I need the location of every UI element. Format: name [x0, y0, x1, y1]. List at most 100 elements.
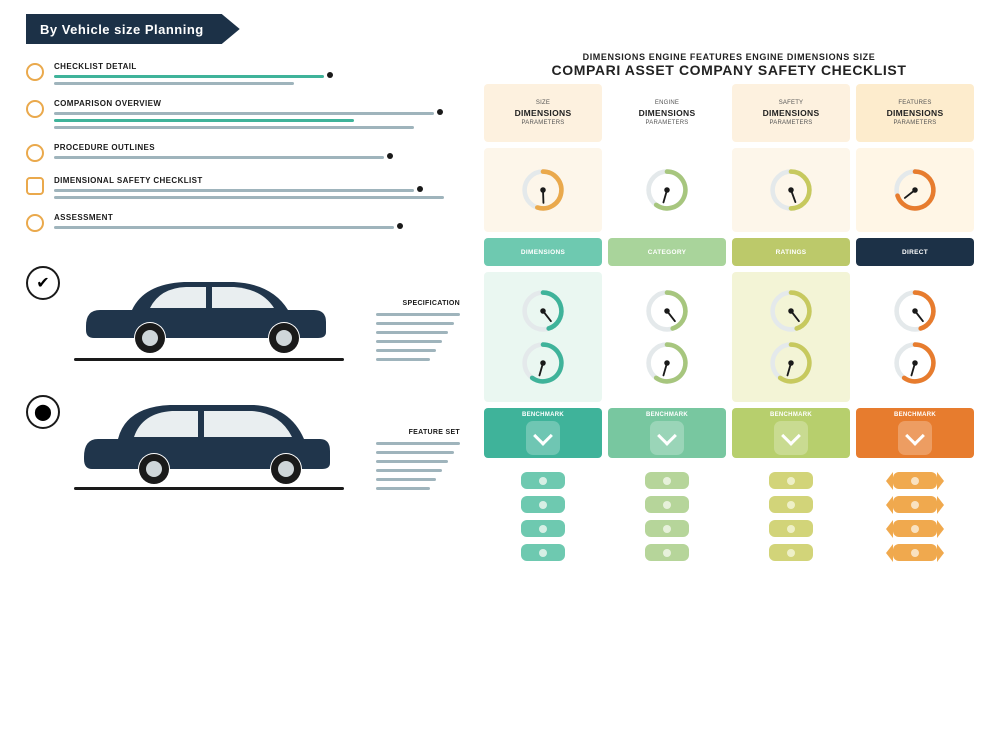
gauge-icon: [644, 288, 690, 334]
gauge-double-cell: [856, 272, 974, 402]
check-cell-label: BENCHMARK: [770, 412, 812, 418]
spec-line: [376, 340, 442, 343]
band-cell: DIRECT: [856, 238, 974, 266]
band-cell: RATINGS: [732, 238, 850, 266]
progress-bar: [54, 226, 394, 229]
feature-pill-icon: [893, 496, 937, 513]
feature-pill-icon: [645, 496, 689, 513]
table-header: SIZE DIMENSIONS PARAMETERS: [484, 84, 602, 142]
banner-label: By Vehicle size Planning: [40, 22, 204, 37]
pill-dot-icon: [539, 501, 547, 509]
gauge-double-cell: [732, 272, 850, 402]
sedan-illustration-icon: [74, 260, 334, 356]
gauge-icon: [768, 340, 814, 386]
progress-bar: [54, 82, 294, 85]
bar-endpoint-icon: [437, 109, 443, 115]
feature-pill-icon: [521, 544, 565, 561]
feature-pill-icon: [645, 544, 689, 561]
check-cell: BENCHMARK: [608, 408, 726, 458]
feature-pill-icon: [893, 472, 937, 489]
chevron-down-icon: [898, 421, 932, 455]
table-header: SAFETY DIMENSIONS PARAMETERS: [732, 84, 850, 142]
th-sub: PARAMETERS: [894, 120, 937, 126]
th-label: DIMENSIONS: [887, 108, 944, 118]
spec-line: [376, 487, 430, 490]
page-supertitle: DIMENSIONS ENGINE FEATURES ENGINE DIMENS…: [484, 52, 974, 62]
comparison-table: SIZE DIMENSIONS PARAMETERSENGINE DIMENSI…: [484, 84, 974, 569]
gauge-double-cell: [484, 272, 602, 402]
chevron-down-icon: [526, 421, 560, 455]
vehicle-section: ✔ SPECIFICATION ⬤ FEATURE SET: [26, 260, 466, 490]
band-label: CATEGORY: [648, 249, 687, 256]
pill-column: [484, 464, 602, 569]
feature-pill-icon: [645, 520, 689, 537]
spec-line: [376, 469, 442, 472]
band-label: DIRECT: [902, 249, 928, 256]
checklist-item-label: COMPARISON OVERVIEW: [54, 99, 466, 108]
vehicle-block: ⬤ FEATURE SET: [26, 389, 466, 490]
check-cell-label: BENCHMARK: [522, 412, 564, 418]
spec-line: [376, 478, 436, 481]
spec-line: [376, 313, 460, 316]
pill-dot-icon: [663, 477, 671, 485]
pill-dot-icon: [911, 477, 919, 485]
gauge-icon: [644, 167, 690, 213]
bar-endpoint-icon: [397, 223, 403, 229]
progress-bar: [54, 196, 444, 199]
th-sup: SAFETY: [779, 100, 804, 106]
pill-dot-icon: [787, 501, 795, 509]
chevron-down-icon: [650, 421, 684, 455]
pill-column: [608, 464, 726, 569]
checklist: CHECKLIST DETAILCOMPARISON OVERVIEWPROCE…: [26, 62, 466, 232]
checklist-item: DIMENSIONAL SAFETY CHECKLIST: [26, 176, 466, 199]
suv-illustration-icon: [74, 389, 334, 485]
th-label: DIMENSIONS: [639, 108, 696, 118]
spec-line: [376, 331, 448, 334]
progress-bar: [54, 112, 434, 115]
spec-line: [376, 358, 430, 361]
bar-endpoint-icon: [387, 153, 393, 159]
ring-marker-icon: [26, 144, 44, 162]
pill-dot-icon: [663, 549, 671, 557]
pill-dot-icon: [911, 525, 919, 533]
vehicle-block: ✔ SPECIFICATION: [26, 260, 466, 361]
right-column: DIMENSIONS ENGINE FEATURES ENGINE DIMENS…: [484, 52, 974, 569]
pill-dot-icon: [663, 501, 671, 509]
gauge-icon: [520, 288, 566, 334]
ring-marker-icon: [26, 214, 44, 232]
table-header: FEATURES DIMENSIONS PARAMETERS: [856, 84, 974, 142]
pill-dot-icon: [911, 549, 919, 557]
band-cell: DIMENSIONS: [484, 238, 602, 266]
gauge-cell: [608, 148, 726, 232]
feature-pill-icon: [521, 520, 565, 537]
check-cell-label: BENCHMARK: [646, 412, 688, 418]
th-sub: PARAMETERS: [522, 120, 565, 126]
gauge-icon: [892, 167, 938, 213]
spec-heading: FEATURE SET: [376, 429, 460, 436]
checklist-item: COMPARISON OVERVIEW: [26, 99, 466, 129]
band-label: RATINGS: [776, 249, 807, 256]
pill-dot-icon: [787, 549, 795, 557]
checklist-item-label: ASSESSMENT: [54, 213, 466, 222]
left-column: CHECKLIST DETAILCOMPARISON OVERVIEWPROCE…: [26, 52, 466, 569]
bar-endpoint-icon: [327, 72, 333, 78]
ground-line: [74, 358, 344, 361]
spec-line: [376, 349, 436, 352]
feature-pill-icon: [769, 544, 813, 561]
bar-endpoint-icon: [417, 186, 423, 192]
feature-pill-icon: [893, 544, 937, 561]
check-cell: BENCHMARK: [856, 408, 974, 458]
gauge-double-cell: [608, 272, 726, 402]
gauge-icon: [892, 340, 938, 386]
th-label: DIMENSIONS: [515, 108, 572, 118]
gauge-cell: [732, 148, 850, 232]
th-label: DIMENSIONS: [763, 108, 820, 118]
chevron-down-icon: [774, 421, 808, 455]
pill-dot-icon: [539, 549, 547, 557]
feature-pill-icon: [769, 520, 813, 537]
checklist-item: PROCEDURE OUTLINES: [26, 143, 466, 162]
progress-bar: [54, 75, 324, 78]
progress-bar: [54, 126, 414, 129]
spec-list: SPECIFICATION: [376, 300, 460, 361]
gauge-icon: [768, 167, 814, 213]
